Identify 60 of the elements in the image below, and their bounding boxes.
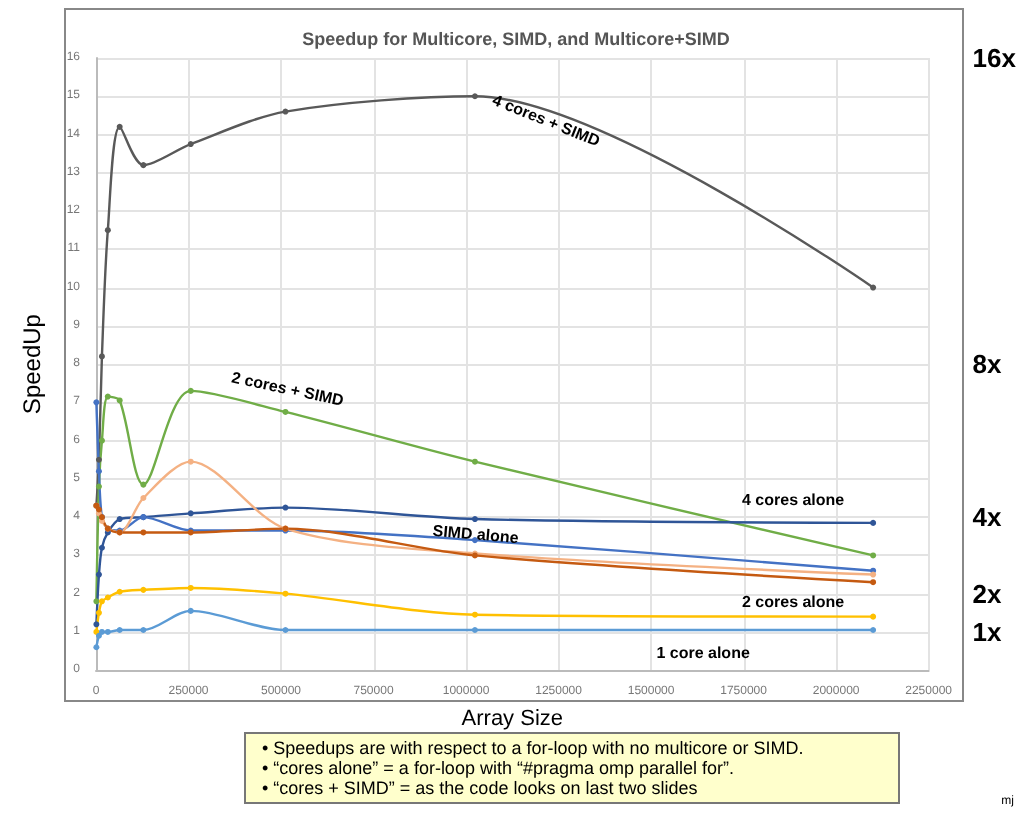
text: 4 cores + SIMD xyxy=(489,90,603,151)
point xyxy=(98,598,105,605)
point xyxy=(140,162,147,169)
text: • “cores + SIMD” = as the code looks on last two slides xyxy=(262,778,700,798)
point xyxy=(140,495,147,502)
point xyxy=(140,529,147,536)
point xyxy=(140,481,147,488)
point xyxy=(870,579,877,586)
y2-tick-label: 4x xyxy=(972,502,1004,533)
point xyxy=(116,123,123,130)
text: • Speedups are with respect to a for-loop with no multicore or SIMD. xyxy=(262,738,806,758)
point xyxy=(471,458,478,465)
point xyxy=(93,621,100,628)
point xyxy=(95,609,102,616)
point xyxy=(187,458,194,465)
x-axis-title: Array Size xyxy=(461,707,564,731)
point xyxy=(95,468,102,475)
point xyxy=(187,141,194,148)
point xyxy=(104,227,111,234)
y2-tick-label: 2x xyxy=(972,578,1004,609)
y2-tick-label: 8x xyxy=(972,349,1004,380)
point xyxy=(140,627,147,634)
point xyxy=(116,516,123,523)
point xyxy=(282,108,289,115)
point xyxy=(187,387,194,394)
point xyxy=(93,399,100,406)
point xyxy=(95,571,102,578)
point xyxy=(104,594,111,601)
point xyxy=(282,590,289,597)
series-label: 4 cores alone xyxy=(741,490,846,509)
point xyxy=(93,598,100,605)
point xyxy=(93,644,100,651)
point xyxy=(116,397,123,404)
point xyxy=(870,552,877,559)
point xyxy=(471,611,478,618)
point xyxy=(187,510,194,517)
y2-tick-label: 1x xyxy=(972,616,1004,647)
point xyxy=(282,504,289,511)
series-label: 1 core alone xyxy=(656,644,751,663)
text: • “cores alone” = a for-loop with “#pragma omp parallel for”. xyxy=(262,758,737,778)
point xyxy=(104,393,111,400)
point xyxy=(870,519,877,526)
point xyxy=(870,284,877,291)
series-label: 2 cores alone xyxy=(741,592,846,611)
point xyxy=(95,456,102,463)
text: 2 cores + SIMD xyxy=(229,368,346,410)
y-axis-title: SpeedUp xyxy=(18,313,46,415)
point xyxy=(116,588,123,595)
point xyxy=(98,353,105,360)
point xyxy=(282,627,289,634)
point xyxy=(870,613,877,620)
y2-tick-label: 16x xyxy=(972,43,1018,73)
point xyxy=(98,544,105,551)
chart-title: Speedup for Multicore, SIMD, and Multicore+SIMD xyxy=(302,29,731,49)
series-label: SIMD alone xyxy=(431,521,521,548)
point xyxy=(140,586,147,593)
point xyxy=(187,607,194,614)
point xyxy=(95,483,102,490)
point xyxy=(471,93,478,100)
point xyxy=(282,408,289,415)
